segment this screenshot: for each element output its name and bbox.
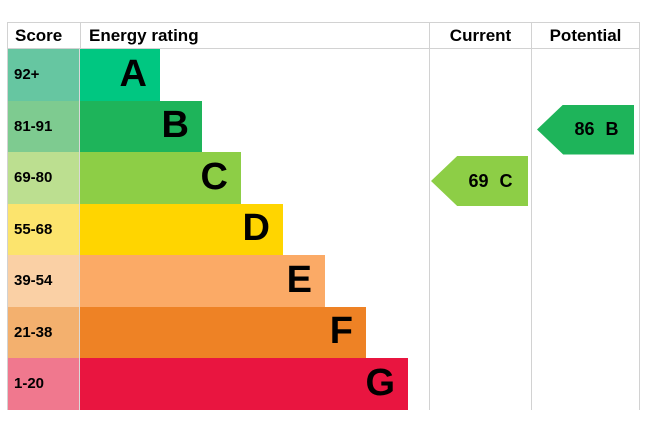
band-letter-g: G	[365, 361, 395, 404]
potential-rating-value: 86	[574, 119, 595, 139]
band-letter-e: E	[286, 258, 312, 301]
band-letter-c: C	[200, 155, 228, 198]
rating-bar-b: B	[80, 100, 202, 152]
band-letter-d: D	[242, 207, 270, 250]
band-letter-b: B	[161, 104, 189, 147]
current-rating-value: 69	[468, 170, 489, 191]
rating-bar-d: D	[80, 203, 283, 255]
epc-rating-chart: Score Energy rating Current Potential 92…	[7, 22, 640, 410]
bar-cell-f: F	[80, 306, 429, 358]
potential-rating-letter: B	[605, 119, 619, 139]
potential-rating-arrow: 86 B	[537, 104, 634, 155]
current-rating-letter: C	[499, 170, 513, 191]
bar-cell-c: C	[80, 152, 429, 204]
rating-bar-c: C	[80, 152, 241, 204]
bar-cell-d: D	[80, 203, 429, 255]
bar-cell-e: E	[80, 255, 429, 307]
potential-column: 86 B	[531, 49, 639, 410]
header-potential: Potential	[531, 23, 639, 49]
rating-bar-f: F	[80, 306, 366, 358]
header-energy-rating: Energy rating	[80, 23, 429, 49]
band-letter-a: A	[119, 52, 147, 95]
score-cell-b: 81-91	[8, 100, 80, 152]
current-rating-arrow: 69 C	[431, 156, 528, 206]
header-score: Score	[8, 23, 80, 49]
score-cell-d: 55-68	[8, 203, 80, 255]
score-cell-g: 1-20	[8, 358, 80, 410]
rating-bar-g: G	[80, 358, 408, 410]
rating-bar-e: E	[80, 255, 325, 307]
band-letter-f: F	[329, 310, 353, 353]
rating-bar-a: A	[80, 49, 160, 101]
current-column: 69 C	[429, 49, 531, 410]
bar-cell-g: G	[80, 358, 429, 410]
score-cell-a: 92+	[8, 49, 80, 101]
header-current: Current	[429, 23, 531, 49]
bar-cell-a: A	[80, 49, 429, 101]
score-cell-c: 69-80	[8, 152, 80, 204]
bar-cell-b: B	[80, 100, 429, 152]
score-cell-f: 21-38	[8, 306, 80, 358]
score-cell-e: 39-54	[8, 255, 80, 307]
